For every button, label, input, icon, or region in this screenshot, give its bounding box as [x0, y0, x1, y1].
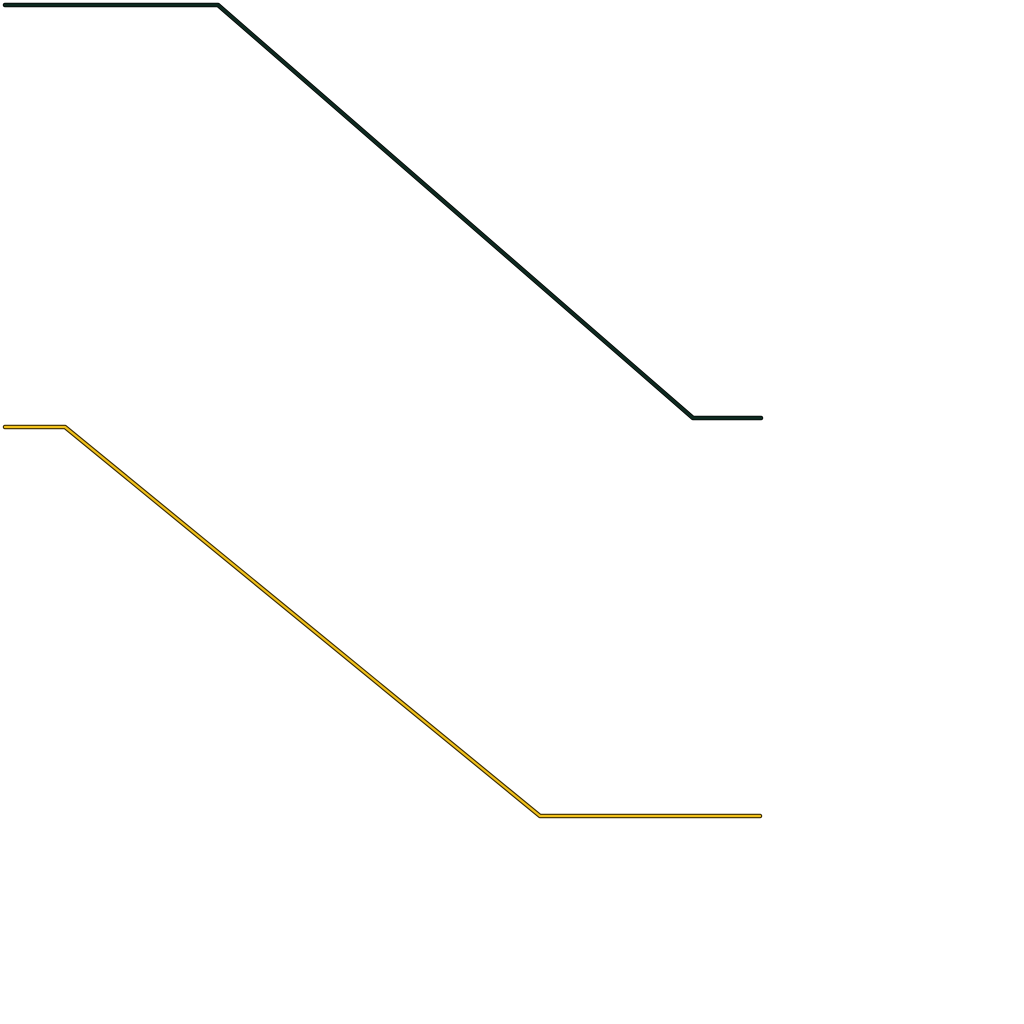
dark-green-path-outline	[2, 2, 764, 421]
gold-path	[2, 424, 763, 819]
dark-green-path-stroke	[3, 3, 763, 420]
dark-green-path	[2, 2, 764, 421]
gold-path-stroke	[3, 425, 762, 818]
gold-path-outline	[2, 424, 763, 819]
